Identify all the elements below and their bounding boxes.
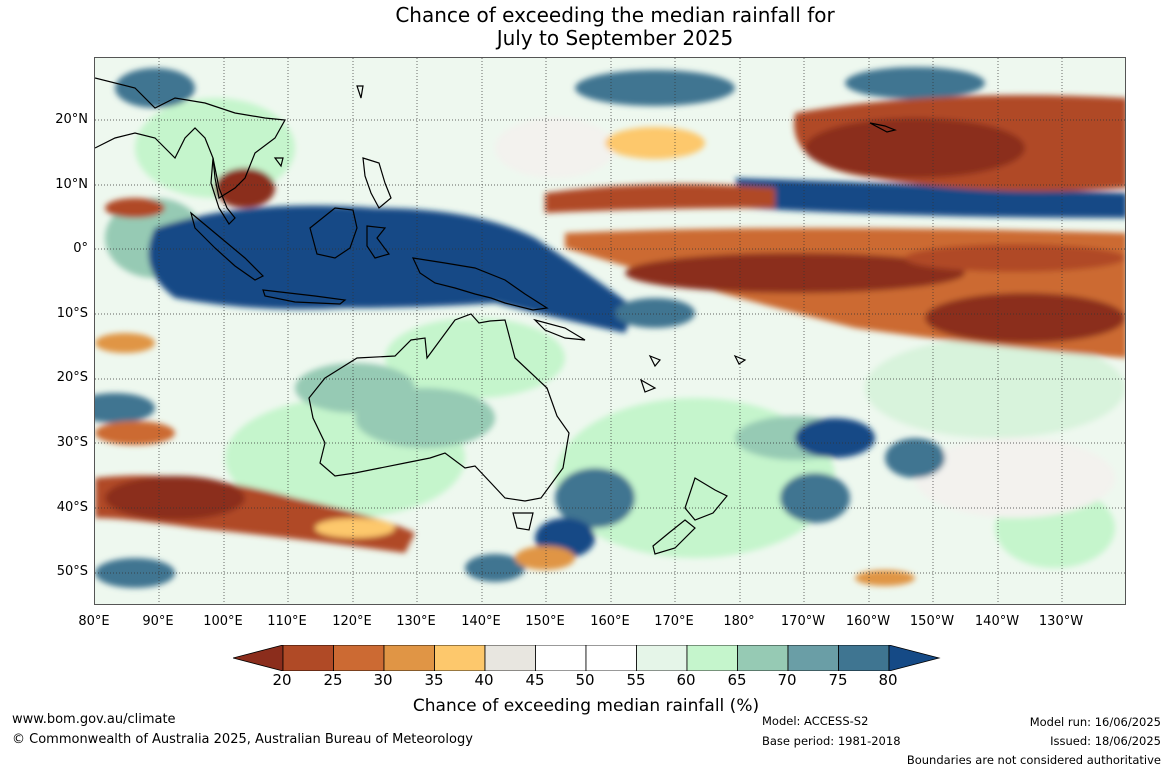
colorbar-segment (282, 645, 334, 671)
tasmania-coastline (512, 512, 534, 531)
colorbar-tick-25: 25 (323, 671, 343, 689)
colorbar-tick-40: 40 (474, 671, 494, 689)
colorbar-tick-70: 70 (777, 671, 797, 689)
lon-label-140w: 140°W (974, 614, 1020, 629)
lon-label-80e: 80°E (78, 614, 110, 629)
colorbar-tick-20: 20 (272, 671, 292, 689)
colorbar-extend-low (233, 645, 284, 671)
colorbar-segment (535, 645, 587, 671)
colorbar-tick-75: 75 (828, 671, 848, 689)
colorbar-tick-55: 55 (626, 671, 646, 689)
colorbar-tick-50: 50 (575, 671, 595, 689)
colorbar-segment (434, 645, 486, 671)
colorbar-segment (686, 645, 738, 671)
colorbar-segment (636, 645, 688, 671)
australia-coastline (308, 313, 570, 502)
lon-label-120e: 120°E (332, 614, 372, 629)
se-asia-coastline (95, 77, 286, 199)
colorbar-segment (484, 645, 536, 671)
colorbar-segment (838, 645, 890, 671)
lon-label-180: 180° (723, 614, 755, 629)
lon-label-170w: 170°W (780, 614, 826, 629)
lon-label-140e: 140°E (461, 614, 501, 629)
lat-label-10s: 10°S (56, 306, 88, 321)
map-title: Chance of exceeding the median rainfall … (0, 4, 1173, 50)
colorbar-tick-45: 45 (525, 671, 545, 689)
lon-label-100e: 100°E (203, 614, 243, 629)
borneo-coastline (309, 207, 358, 259)
lon-label-130w: 130°W (1038, 614, 1084, 629)
coastlines (95, 77, 897, 555)
sulawesi-coastline (366, 225, 391, 259)
lat-label-40s: 40°S (56, 500, 88, 515)
colorbar-tick-80: 80 (878, 671, 898, 689)
rainfall-field (95, 67, 1125, 588)
new-zealand-south-coastline (652, 519, 696, 555)
base-period: Base period: 1981-2018 (762, 734, 901, 748)
colorbar-tick-65: 65 (727, 671, 747, 689)
colorbar-legend (233, 645, 941, 671)
colorbar-segment (585, 645, 637, 671)
lon-label-150e: 150°E (525, 614, 565, 629)
colorbar-tick-60: 60 (676, 671, 696, 689)
copyright-notice: © Commonwealth of Australia 2025, Austra… (12, 732, 473, 747)
colorbar-segment (787, 645, 839, 671)
lon-label-90e: 90°E (142, 614, 174, 629)
new-zealand-coastline (684, 477, 728, 521)
lon-label-160e: 160°E (590, 614, 630, 629)
model-run-date: Model run: 16/06/2025 (1029, 715, 1161, 729)
lat-label-equator: 0° (73, 241, 88, 256)
lon-label-110e: 110°E (267, 614, 307, 629)
colorbar-label: Chance of exceeding median rainfall (%) (412, 696, 760, 716)
lat-label-50s: 50°S (56, 564, 88, 579)
issued-date: Issued: 18/06/2025 (1050, 734, 1161, 748)
lon-label-170e: 170°E (654, 614, 694, 629)
title-line-2: July to September 2025 (496, 26, 734, 50)
colorbar-segment (737, 645, 789, 671)
colorbar-segment (383, 645, 435, 671)
map-canvas (95, 58, 1125, 604)
rainfall-probability-map (94, 57, 1126, 605)
lat-label-30s: 30°S (56, 435, 88, 450)
colorbar-segment (333, 645, 385, 671)
lon-label-150w: 150°W (909, 614, 955, 629)
philippines-coastline (362, 157, 392, 209)
model-name: Model: ACCESS-S2 (762, 714, 869, 728)
colorbar-tick-30: 30 (373, 671, 393, 689)
lon-label-130e: 130°E (396, 614, 436, 629)
graticule (95, 58, 1125, 604)
title-line-1: Chance of exceeding the median rainfall … (395, 3, 835, 27)
new-guinea-coastline (411, 257, 549, 311)
boundaries-disclaimer: Boundaries are not considered authoritat… (906, 753, 1161, 767)
lat-label-20n: 20°N (55, 112, 88, 127)
colorbar-extend-high (888, 645, 941, 671)
sumatra-coastline (189, 211, 265, 281)
java-coastline (262, 289, 347, 305)
malay-peninsula-coastline (210, 157, 236, 225)
colorbar-tick-35: 35 (424, 671, 444, 689)
lon-label-160w: 160°W (845, 614, 891, 629)
lat-label-10n: 10°N (55, 177, 88, 192)
lat-label-20s: 20°S (56, 370, 88, 385)
website-link[interactable]: www.bom.gov.au/climate (12, 712, 176, 727)
